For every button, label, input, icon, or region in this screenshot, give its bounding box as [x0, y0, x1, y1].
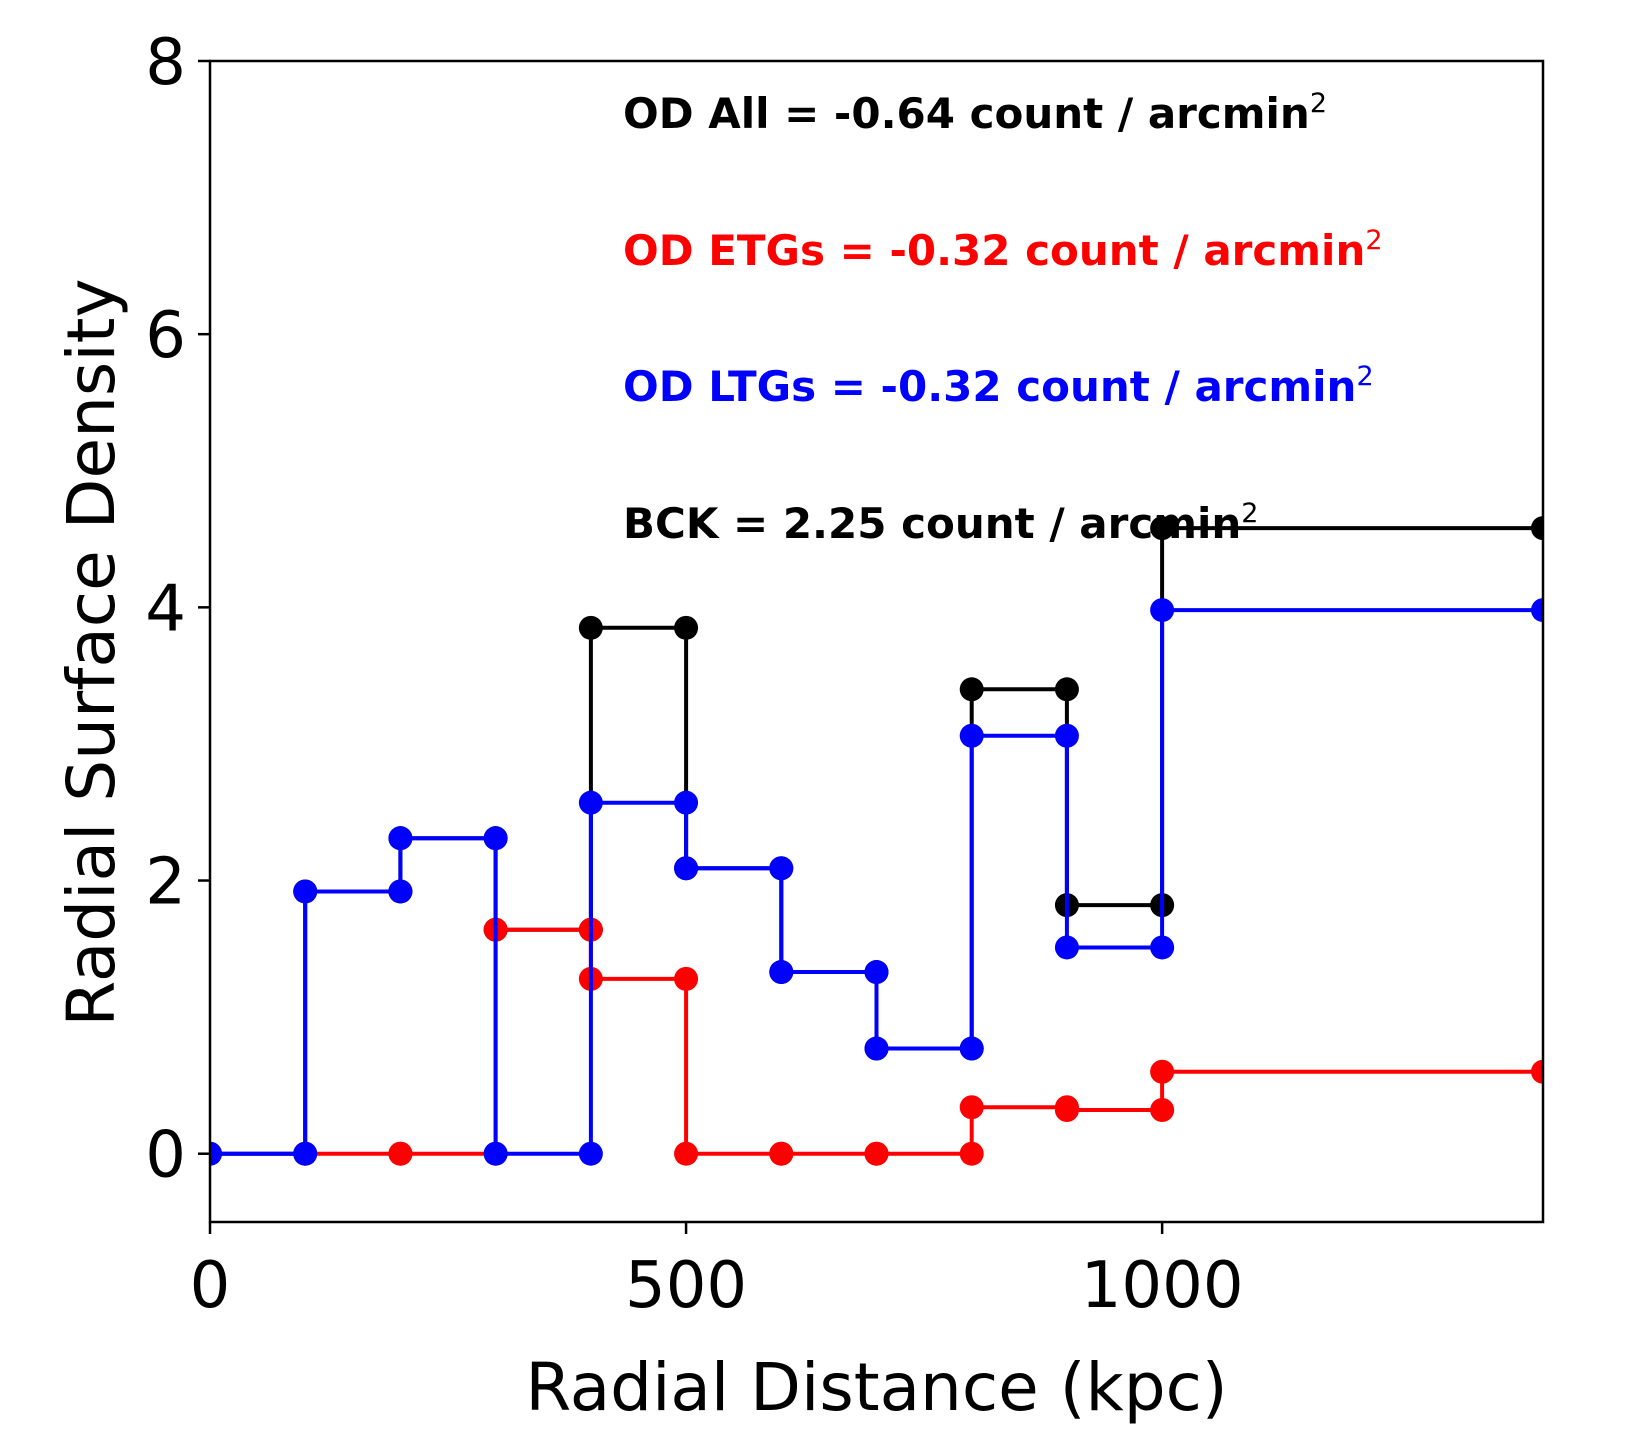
data-point-all — [1531, 516, 1543, 541]
annotation-od-etgs: OD ETGs = -0.32 count / arcmin2 — [623, 225, 1383, 275]
data-point-ltgs — [483, 1141, 508, 1166]
data-point-ltgs — [864, 1036, 889, 1061]
data-point-ltgs — [959, 723, 984, 748]
data-point-ltgs — [1150, 598, 1175, 623]
data-point-ltgs — [1531, 598, 1543, 623]
data-point-ltgs — [959, 1036, 984, 1061]
data-point-ltgs — [210, 1141, 222, 1166]
data-point-ltgs — [388, 826, 413, 851]
annotation-od-all: OD All = -0.64 count / arcmin2 — [623, 88, 1327, 138]
axes-layer: 0 500 1000 0 2 4 6 8 — [145, 26, 1243, 1323]
x-axis-title: Radial Distance (kpc) — [525, 1349, 1227, 1426]
x-tick-label: 1000 — [1081, 1249, 1244, 1323]
data-point-etgs — [1150, 1059, 1175, 1084]
y-axis-title: Radial Surface Density — [53, 278, 130, 1026]
data-point-etgs — [769, 1141, 794, 1166]
data-point-ltgs — [769, 856, 794, 881]
annotation-bck: BCK = 2.25 count / arcmin2 — [623, 498, 1258, 548]
data-point-all — [1150, 516, 1175, 541]
data-point-all — [959, 677, 984, 702]
series-layer — [210, 516, 1543, 1166]
y-tick-label: 6 — [145, 299, 186, 373]
data-point-etgs — [388, 1141, 413, 1166]
data-point-ltgs — [674, 856, 699, 881]
data-point-etgs — [674, 1141, 699, 1166]
data-point-ltgs — [388, 879, 413, 904]
data-point-ltgs — [1150, 935, 1175, 960]
data-point-ltgs — [483, 826, 508, 851]
series-ltgs — [210, 598, 1543, 1166]
series-line-etgs — [305, 927, 1543, 1156]
data-point-ltgs — [864, 960, 889, 985]
y-tick-label: 8 — [145, 26, 186, 100]
data-point-ltgs — [578, 790, 603, 815]
data-point-etgs — [674, 966, 699, 991]
y-tick-label: 4 — [145, 572, 186, 646]
data-point-all — [674, 615, 699, 640]
data-point-ltgs — [674, 790, 699, 815]
data-point-ltgs — [293, 879, 318, 904]
data-point-etgs — [1150, 1097, 1175, 1122]
x-tick-label: 0 — [190, 1249, 231, 1323]
x-tick-label: 500 — [625, 1249, 747, 1323]
data-point-all — [1054, 677, 1079, 702]
series-group — [210, 516, 1543, 1166]
data-point-etgs — [959, 1095, 984, 1120]
data-point-all — [578, 615, 603, 640]
data-point-ltgs — [1054, 935, 1079, 960]
series-line-ltgs — [210, 608, 1543, 1156]
plot-frame — [208, 59, 1545, 1224]
data-point-ltgs — [293, 1141, 318, 1166]
data-point-etgs — [1531, 1059, 1543, 1084]
data-point-ltgs — [1054, 723, 1079, 748]
annotation-od-ltgs: OD LTGs = -0.32 count / arcmin2 — [623, 361, 1374, 411]
y-tick-label: 0 — [145, 1119, 186, 1193]
data-point-etgs — [959, 1141, 984, 1166]
y-tick-label: 2 — [145, 846, 186, 920]
data-point-ltgs — [578, 1141, 603, 1166]
annotations: OD All = -0.64 count / arcmin2 OD ETGs =… — [623, 88, 1383, 548]
data-point-etgs — [864, 1141, 889, 1166]
data-point-etgs — [1054, 1097, 1079, 1122]
series-etgs — [293, 917, 1543, 1166]
data-point-ltgs — [769, 960, 794, 985]
